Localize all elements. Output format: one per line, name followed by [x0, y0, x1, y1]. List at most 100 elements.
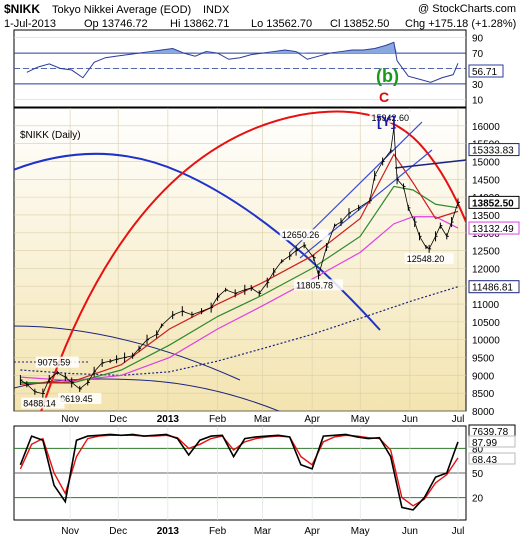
price-annotation-bg — [369, 111, 419, 123]
header-high: Hi 13862.71 — [170, 18, 229, 30]
price-tick-label: 15000 — [472, 157, 500, 168]
price-annotation: 12548.20 — [407, 254, 445, 264]
stochastic-right-tag — [468, 452, 516, 465]
header-source: @ StockCharts.com — [418, 3, 516, 15]
price-annotation: 12650.26 — [282, 230, 320, 240]
sma-50-line — [20, 216, 459, 382]
stochastic-tick-label: 50 — [472, 469, 484, 480]
price-bars — [19, 123, 460, 399]
header-date: 1-Jul-2013 — [4, 18, 56, 30]
price-annotation: 11805.78 — [296, 280, 333, 290]
rsi-line — [26, 41, 459, 83]
stochastic-tick-label: 80 — [472, 444, 484, 455]
price-annotation: 9075.59 — [38, 358, 71, 368]
price-x-tick-label: Apr — [304, 414, 320, 425]
wave-label-y: [Y] — [377, 113, 396, 129]
price-annotation-bg — [294, 279, 343, 291]
price-frame — [13, 107, 467, 412]
price-tick-label: 10500 — [472, 318, 500, 329]
price-annotation-bg — [58, 392, 102, 404]
rsi-tick-label: 10 — [472, 95, 484, 106]
stochastic-k-line — [19, 433, 459, 511]
price-tick-label: 8500 — [472, 389, 495, 400]
price-tick-label: 12000 — [472, 264, 500, 275]
rsi-last-value: 56.71 — [472, 67, 497, 78]
price-panel: $NIKK (Daily) 80 — [13, 66, 520, 425]
lower-cycle-arc-2 — [14, 378, 280, 411]
stochastic-tick-label: 20 — [472, 494, 484, 505]
price-x-tick-label: Jun — [402, 414, 418, 425]
header-name: Tokyo Nikkei Average (EOD) — [52, 4, 191, 16]
stochastic-ticks: 20 50 80 — [472, 444, 484, 504]
header-close: Cl 13852.50 — [330, 18, 389, 30]
price-right-tag-value: 11486.81 — [472, 283, 513, 294]
stochastic-d-line — [19, 434, 459, 507]
stochastic-x-tick-label: Apr — [304, 526, 320, 537]
price-tick-label: 14500 — [472, 175, 500, 186]
price-annotation: 15942.60 — [371, 113, 409, 123]
price-tick-label: 16000 — [472, 122, 500, 133]
price-right-tag — [468, 143, 520, 157]
wave-label-c: C — [379, 89, 389, 105]
price-right-labels: 15333.83 13852.50 13132.49 11486.81 — [468, 143, 520, 294]
price-x-tick-label: 2013 — [157, 414, 180, 425]
ema-fast-line — [20, 153, 459, 385]
price-tick-label: 8000 — [472, 407, 495, 418]
price-tick-label: 13500 — [472, 211, 500, 222]
lower-cycle-arc — [14, 325, 241, 381]
wave-label-b: (b) — [376, 66, 399, 86]
header-low: Lo 13562.70 — [251, 18, 312, 30]
stochastic-x-tick-label: Dec — [109, 526, 127, 537]
stochastic-x-ticks: Nov Dec 2013 Feb Mar Apr May Jun Jul — [61, 526, 464, 537]
price-tick-label: 11000 — [472, 300, 500, 311]
stochastic-x-tick-label: Feb — [209, 526, 227, 537]
price-x-tick-label: Feb — [209, 414, 227, 425]
price-annotation: 8619.45 — [60, 394, 93, 404]
price-annotation-bg — [21, 397, 65, 409]
price-annotation-bg — [404, 252, 454, 264]
resistance-line — [394, 159, 466, 169]
red-cycle-arc — [40, 110, 466, 411]
price-x-tick-label: Mar — [254, 414, 272, 425]
price-right-tag-value: 13132.49 — [472, 224, 514, 235]
stochastic-x-tick-label: Jun — [402, 526, 418, 537]
rsi-panel: 1030507090 56.71 — [13, 29, 504, 108]
stochastic-x-tick-label: May — [351, 526, 370, 537]
price-annotation-bg — [279, 229, 329, 241]
header-open: Op 13746.72 — [84, 18, 148, 30]
price-right-tag-value: 15333.83 — [472, 146, 514, 157]
price-x-tick-label: Dec — [109, 414, 127, 425]
price-annotation-bg — [35, 356, 79, 368]
price-right-tag — [468, 280, 520, 294]
stochastic-x-tick-label: Jul — [452, 526, 465, 537]
stochastic-right-tag-value: 87.99 — [472, 438, 497, 449]
price-tick-label: 12500 — [472, 247, 500, 258]
header-exchange: INDX — [203, 4, 230, 16]
price-x-ticks: Nov Dec 2013 Feb Mar Apr May Jun Jul — [61, 414, 464, 425]
stochastic-x-tick-label: 2013 — [157, 526, 180, 537]
sma-200-line — [20, 286, 459, 376]
price-x-tick-label: May — [351, 414, 370, 425]
header-symbol: $NIKK — [4, 2, 40, 16]
rsi-last-tag — [468, 64, 504, 78]
ema-mid-line — [20, 185, 459, 384]
price-tick-label: 9500 — [472, 354, 495, 365]
price-panel-title: $NIKK (Daily) — [20, 130, 81, 141]
blue-cycle-arc — [14, 152, 381, 331]
stochastic-right-tag — [468, 435, 516, 448]
rsi-tick-label: 90 — [472, 34, 484, 45]
price-tick-label: 9000 — [472, 371, 495, 382]
header-change: Chg +175.18 (+1.28%) — [405, 18, 516, 30]
price-right-tag — [468, 221, 520, 235]
price-x-tick-label: Jul — [452, 414, 465, 425]
stochastic-right-tag-value: 7639.78 — [472, 427, 509, 438]
price-tick-label: 10000 — [472, 336, 500, 347]
rsi-tick-label: 30 — [472, 80, 484, 91]
stochastic-x-tick-label: Nov — [61, 526, 79, 537]
stochastic-x-tick-label: Mar — [254, 526, 272, 537]
price-x-tick-label: Nov — [61, 414, 79, 425]
